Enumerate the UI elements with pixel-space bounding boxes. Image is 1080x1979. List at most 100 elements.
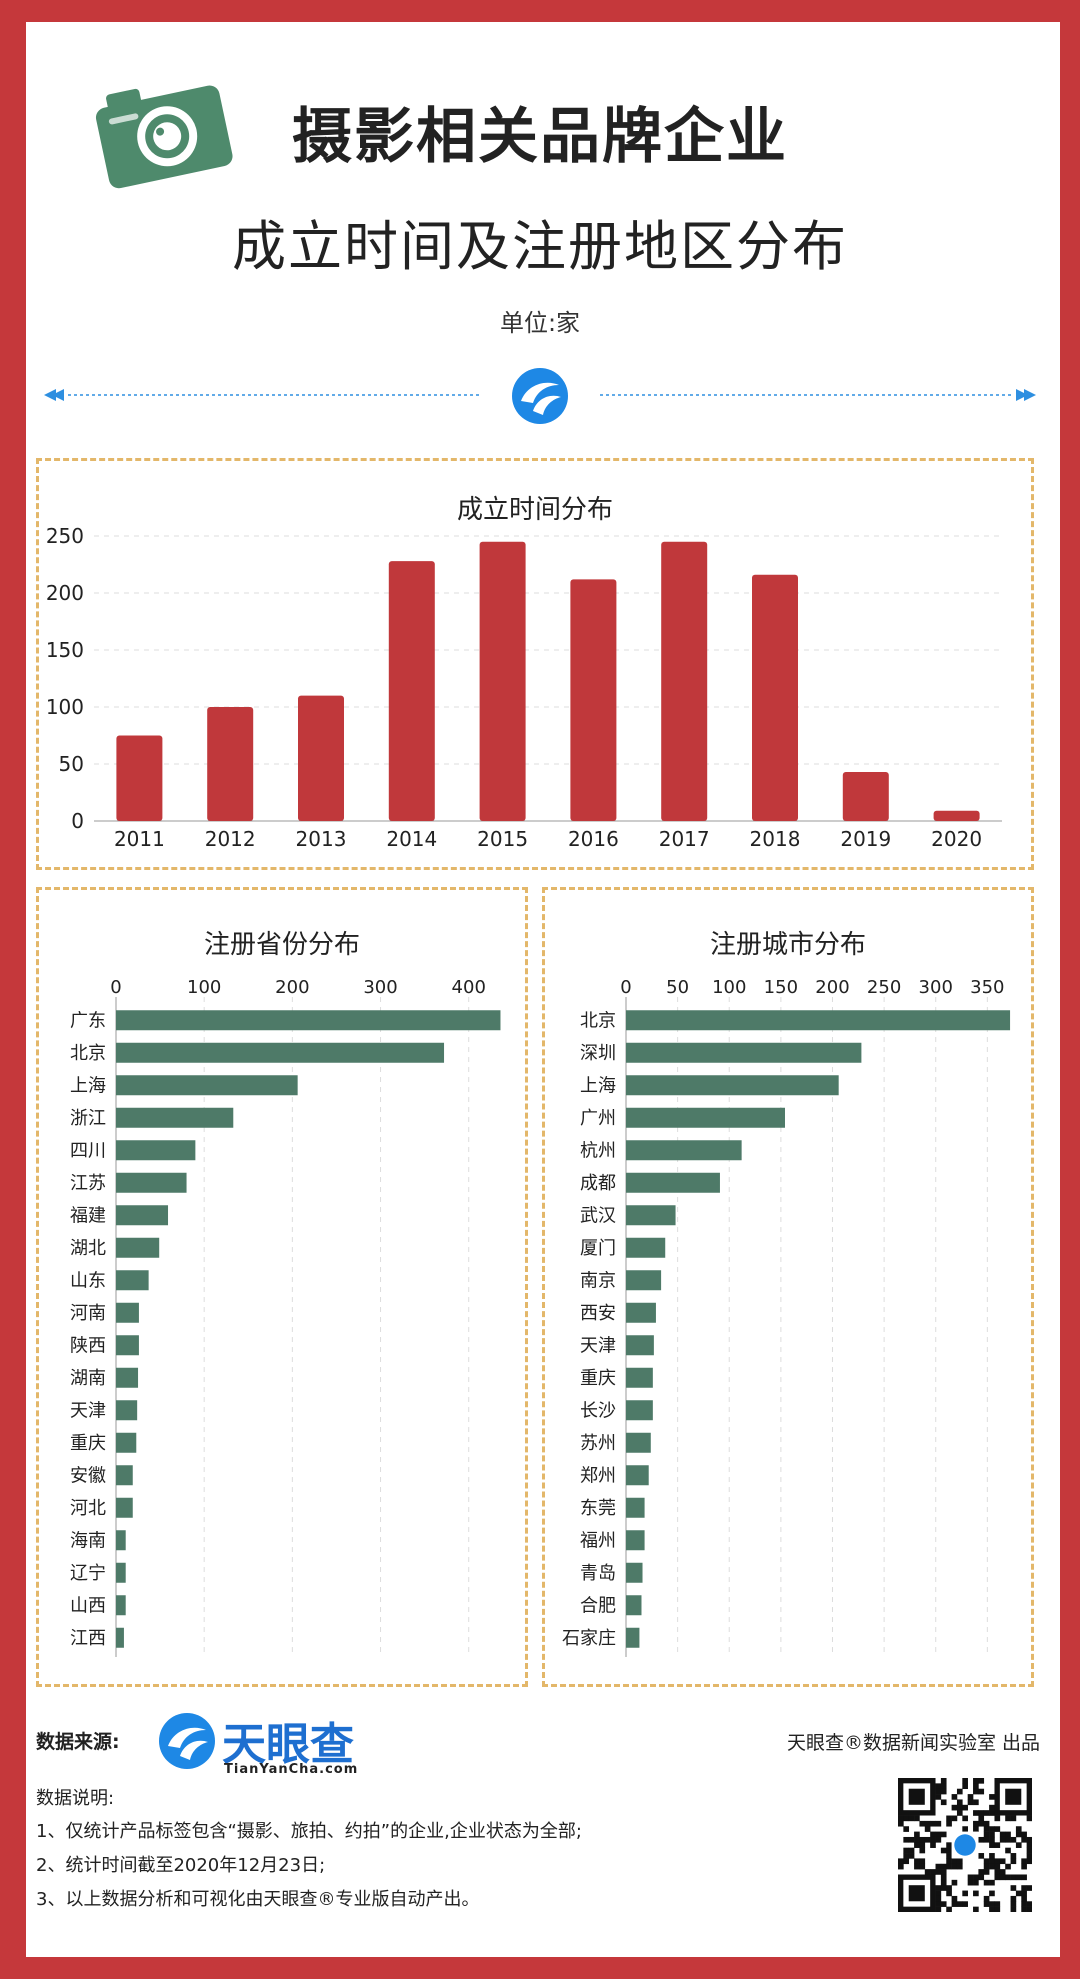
- x-tick-label: 2020: [931, 827, 982, 851]
- y-tick-label: 北京: [70, 1043, 106, 1064]
- bar: [116, 1367, 139, 1388]
- y-tick-label: 武汉: [580, 1205, 616, 1226]
- y-tick-label: 重庆: [580, 1368, 616, 1389]
- bar: [626, 1432, 651, 1453]
- y-tick-label: 湖南: [70, 1368, 106, 1389]
- bar: [626, 1140, 742, 1161]
- x-tick-label: 100: [712, 977, 746, 998]
- y-tick-label: 250: [46, 524, 84, 548]
- bar: [116, 1172, 187, 1193]
- bar: [570, 579, 617, 821]
- bar: [626, 1595, 642, 1616]
- bar: [626, 1075, 839, 1096]
- bar: [116, 1562, 126, 1583]
- bar: [116, 1205, 169, 1226]
- x-tick-label: 400: [452, 977, 486, 998]
- x-tick-label: 350: [970, 977, 1004, 998]
- bar: [626, 1237, 666, 1258]
- y-tick-label: 150: [46, 638, 84, 662]
- chart-founding-year: 0 50 100 150 200 250 2011 2012 2013 2014 2015 2016 2…: [46, 524, 1002, 851]
- bar: [626, 1107, 785, 1128]
- y-tick-label: 江苏: [70, 1173, 106, 1194]
- page-title: 摄影相关品牌企业: [292, 102, 788, 172]
- y-tick-label: 200: [46, 581, 84, 605]
- publisher-label: 天眼查®数据新闻实验室 出品: [786, 1732, 1040, 1754]
- bar: [626, 1335, 654, 1356]
- bar: [116, 735, 163, 821]
- note-2: 2、统计时间截至2020年12月23日;: [36, 1855, 326, 1876]
- y-tick-label: 河南: [70, 1303, 106, 1324]
- y-tick-label: 厦门: [580, 1238, 616, 1259]
- bar: [116, 1465, 133, 1486]
- bar: [116, 1530, 126, 1551]
- x-tick-label: 2018: [750, 827, 801, 851]
- bar: [116, 1335, 139, 1356]
- bar: [116, 1270, 149, 1291]
- bar: [626, 1465, 649, 1486]
- bar: [626, 1042, 862, 1063]
- y-tick-label: 合肥: [580, 1595, 616, 1616]
- notes-title: 数据说明:: [36, 1788, 115, 1809]
- bar: [116, 1432, 137, 1453]
- y-tick-label: 100: [46, 695, 84, 719]
- y-tick-label: 河北: [70, 1498, 106, 1519]
- x-tick-label: 200: [275, 977, 309, 998]
- y-tick-label: 长沙: [580, 1400, 616, 1421]
- bar: [661, 541, 708, 821]
- source-label: 数据来源:: [36, 1731, 120, 1753]
- y-tick-label: 广东: [70, 1010, 106, 1031]
- bar: [116, 1042, 445, 1063]
- bar: [116, 1010, 501, 1031]
- bar: [842, 771, 889, 821]
- bar: [626, 1302, 656, 1323]
- unit-label: 单位:家: [499, 309, 581, 337]
- bar: [479, 541, 526, 821]
- x-tick-label: 2017: [659, 827, 710, 851]
- y-tick-label: 福建: [70, 1205, 106, 1226]
- x-tick-label: 2011: [114, 827, 165, 851]
- x-tick-label: 2014: [386, 827, 437, 851]
- y-tick-label: 深圳: [580, 1043, 616, 1064]
- y-tick-label: 天津: [70, 1400, 106, 1421]
- y-tick-label: 上海: [70, 1075, 106, 1096]
- bar: [626, 1010, 1011, 1031]
- y-tick-label: 0: [71, 809, 84, 833]
- x-tick-label: 250: [867, 977, 901, 998]
- y-tick-label: 石家庄: [562, 1628, 616, 1649]
- y-tick-label: 苏州: [580, 1433, 616, 1454]
- qr-code-icon: [898, 1778, 1032, 1912]
- panel-city: 注册城市分布: [542, 887, 1034, 1687]
- y-tick-label: 海南: [70, 1530, 106, 1551]
- y-tick-label: 重庆: [70, 1433, 106, 1454]
- y-tick-label: 西安: [580, 1303, 616, 1324]
- y-tick-label: 陕西: [70, 1335, 106, 1356]
- chart-province: 0 100 200 300 400 广东北京上海浙江四川江苏福建湖北山东河南陕西湖南天津重…: [70, 977, 501, 1657]
- brand-logo-icon: [159, 1713, 215, 1769]
- bar: [116, 1237, 160, 1258]
- y-tick-label: 上海: [580, 1075, 616, 1096]
- bar: [933, 810, 980, 821]
- bar: [116, 1140, 196, 1161]
- bar: [298, 695, 344, 821]
- bar: [626, 1270, 662, 1291]
- y-tick-label: 湖北: [70, 1238, 106, 1259]
- y-tick-label: 四川: [70, 1140, 106, 1161]
- y-tick-label: 山西: [70, 1595, 106, 1616]
- chart-city: 0 50 100 150 200 250 300 350 北京深圳上海广州杭州成都武汉厦门南京西…: [562, 977, 1011, 1657]
- brand-url: TianYanCha.com: [224, 1762, 359, 1777]
- bar: [626, 1367, 653, 1388]
- note-1: 1、仅统计产品标签包含“摄影、旅拍、约拍”的企业,企业状态为全部;: [36, 1821, 582, 1842]
- y-tick-label: 50: [59, 752, 84, 776]
- x-tick-label: 2019: [840, 827, 891, 851]
- y-tick-label: 南京: [580, 1270, 616, 1291]
- bar: [752, 574, 798, 821]
- x-tick-label: 300: [363, 977, 397, 998]
- y-tick-label: 浙江: [70, 1108, 106, 1129]
- bar: [116, 1627, 124, 1648]
- bar: [626, 1627, 640, 1648]
- bar: [626, 1172, 720, 1193]
- y-tick-label: 青岛: [580, 1563, 616, 1584]
- y-tick-label: 辽宁: [70, 1563, 106, 1584]
- y-tick-label: 郑州: [580, 1465, 616, 1486]
- x-tick-label: 50: [666, 977, 689, 998]
